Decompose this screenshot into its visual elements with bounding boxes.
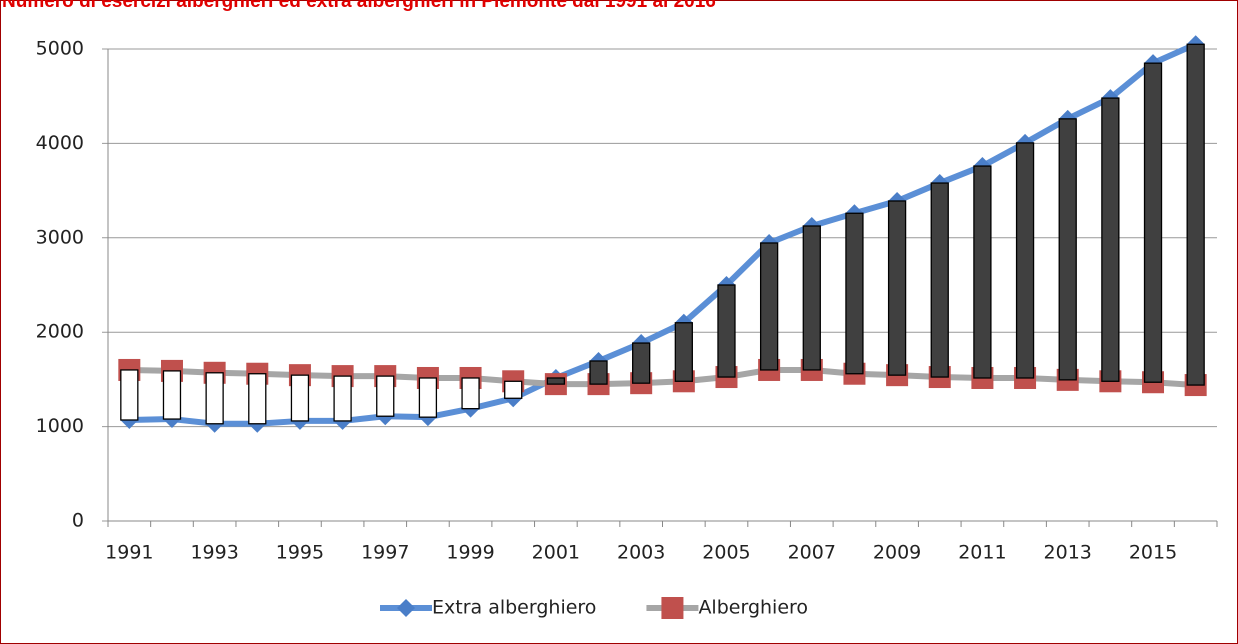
chart-title: Numero di esercizi alberghieri ed extra … bbox=[2, 0, 716, 12]
up-down-bar bbox=[1015, 142, 1035, 379]
up-down-bar bbox=[504, 380, 523, 399]
up-down-bar bbox=[248, 373, 267, 425]
legend-label: Extra alberghiero bbox=[432, 597, 596, 619]
up-down-bar bbox=[1186, 43, 1205, 386]
up-down-bar bbox=[845, 212, 864, 375]
x-tick-label: 1995 bbox=[276, 542, 324, 564]
up-down-bar bbox=[759, 242, 779, 371]
legend-marker bbox=[397, 599, 415, 617]
up-down-bar bbox=[205, 372, 224, 425]
x-tick-label: 1991 bbox=[105, 542, 153, 564]
x-tick-label: 2015 bbox=[1129, 542, 1177, 564]
up-down-bar bbox=[1101, 97, 1120, 382]
x-tick-label: 2001 bbox=[532, 542, 580, 564]
up-down-bar bbox=[461, 377, 480, 410]
up-down-bar bbox=[930, 182, 949, 378]
up-down-bar bbox=[632, 342, 651, 384]
x-tick-label: 2013 bbox=[1044, 542, 1092, 564]
x-tick-label: 1997 bbox=[361, 542, 409, 564]
legend-label: Alberghiero bbox=[698, 597, 808, 619]
up-down-bar bbox=[290, 374, 310, 422]
x-tick-label: 2007 bbox=[788, 542, 836, 564]
x-tick-label: 2005 bbox=[702, 542, 750, 564]
up-down-bar bbox=[546, 377, 566, 385]
up-down-bar bbox=[717, 284, 736, 378]
x-tick-label: 1999 bbox=[446, 542, 494, 564]
up-down-bar bbox=[120, 369, 139, 421]
up-down-bar bbox=[418, 377, 438, 418]
up-down-bar bbox=[376, 375, 395, 417]
up-down-bar bbox=[1143, 62, 1163, 383]
y-tick-label: 4000 bbox=[36, 132, 84, 154]
up-down-bar bbox=[1058, 118, 1077, 381]
y-tick-label: 2000 bbox=[36, 321, 84, 343]
up-down-bar bbox=[674, 322, 693, 382]
y-tick-label: 3000 bbox=[36, 226, 84, 248]
up-down-bar bbox=[333, 375, 352, 422]
x-tick-label: 1993 bbox=[190, 542, 238, 564]
y-tick-label: 5000 bbox=[36, 38, 84, 60]
up-down-bar bbox=[887, 200, 907, 376]
x-tick-label: 2003 bbox=[617, 542, 665, 564]
up-down-bar bbox=[162, 370, 182, 420]
up-down-bar bbox=[802, 225, 821, 371]
up-down-bar bbox=[589, 360, 608, 385]
x-tick-label: 2009 bbox=[873, 542, 921, 564]
y-tick-label: 1000 bbox=[36, 415, 84, 437]
x-tick-label: 2011 bbox=[958, 542, 1006, 564]
up-down-bar bbox=[973, 165, 992, 379]
legend-marker bbox=[661, 597, 684, 619]
y-tick-label: 0 bbox=[72, 510, 84, 532]
